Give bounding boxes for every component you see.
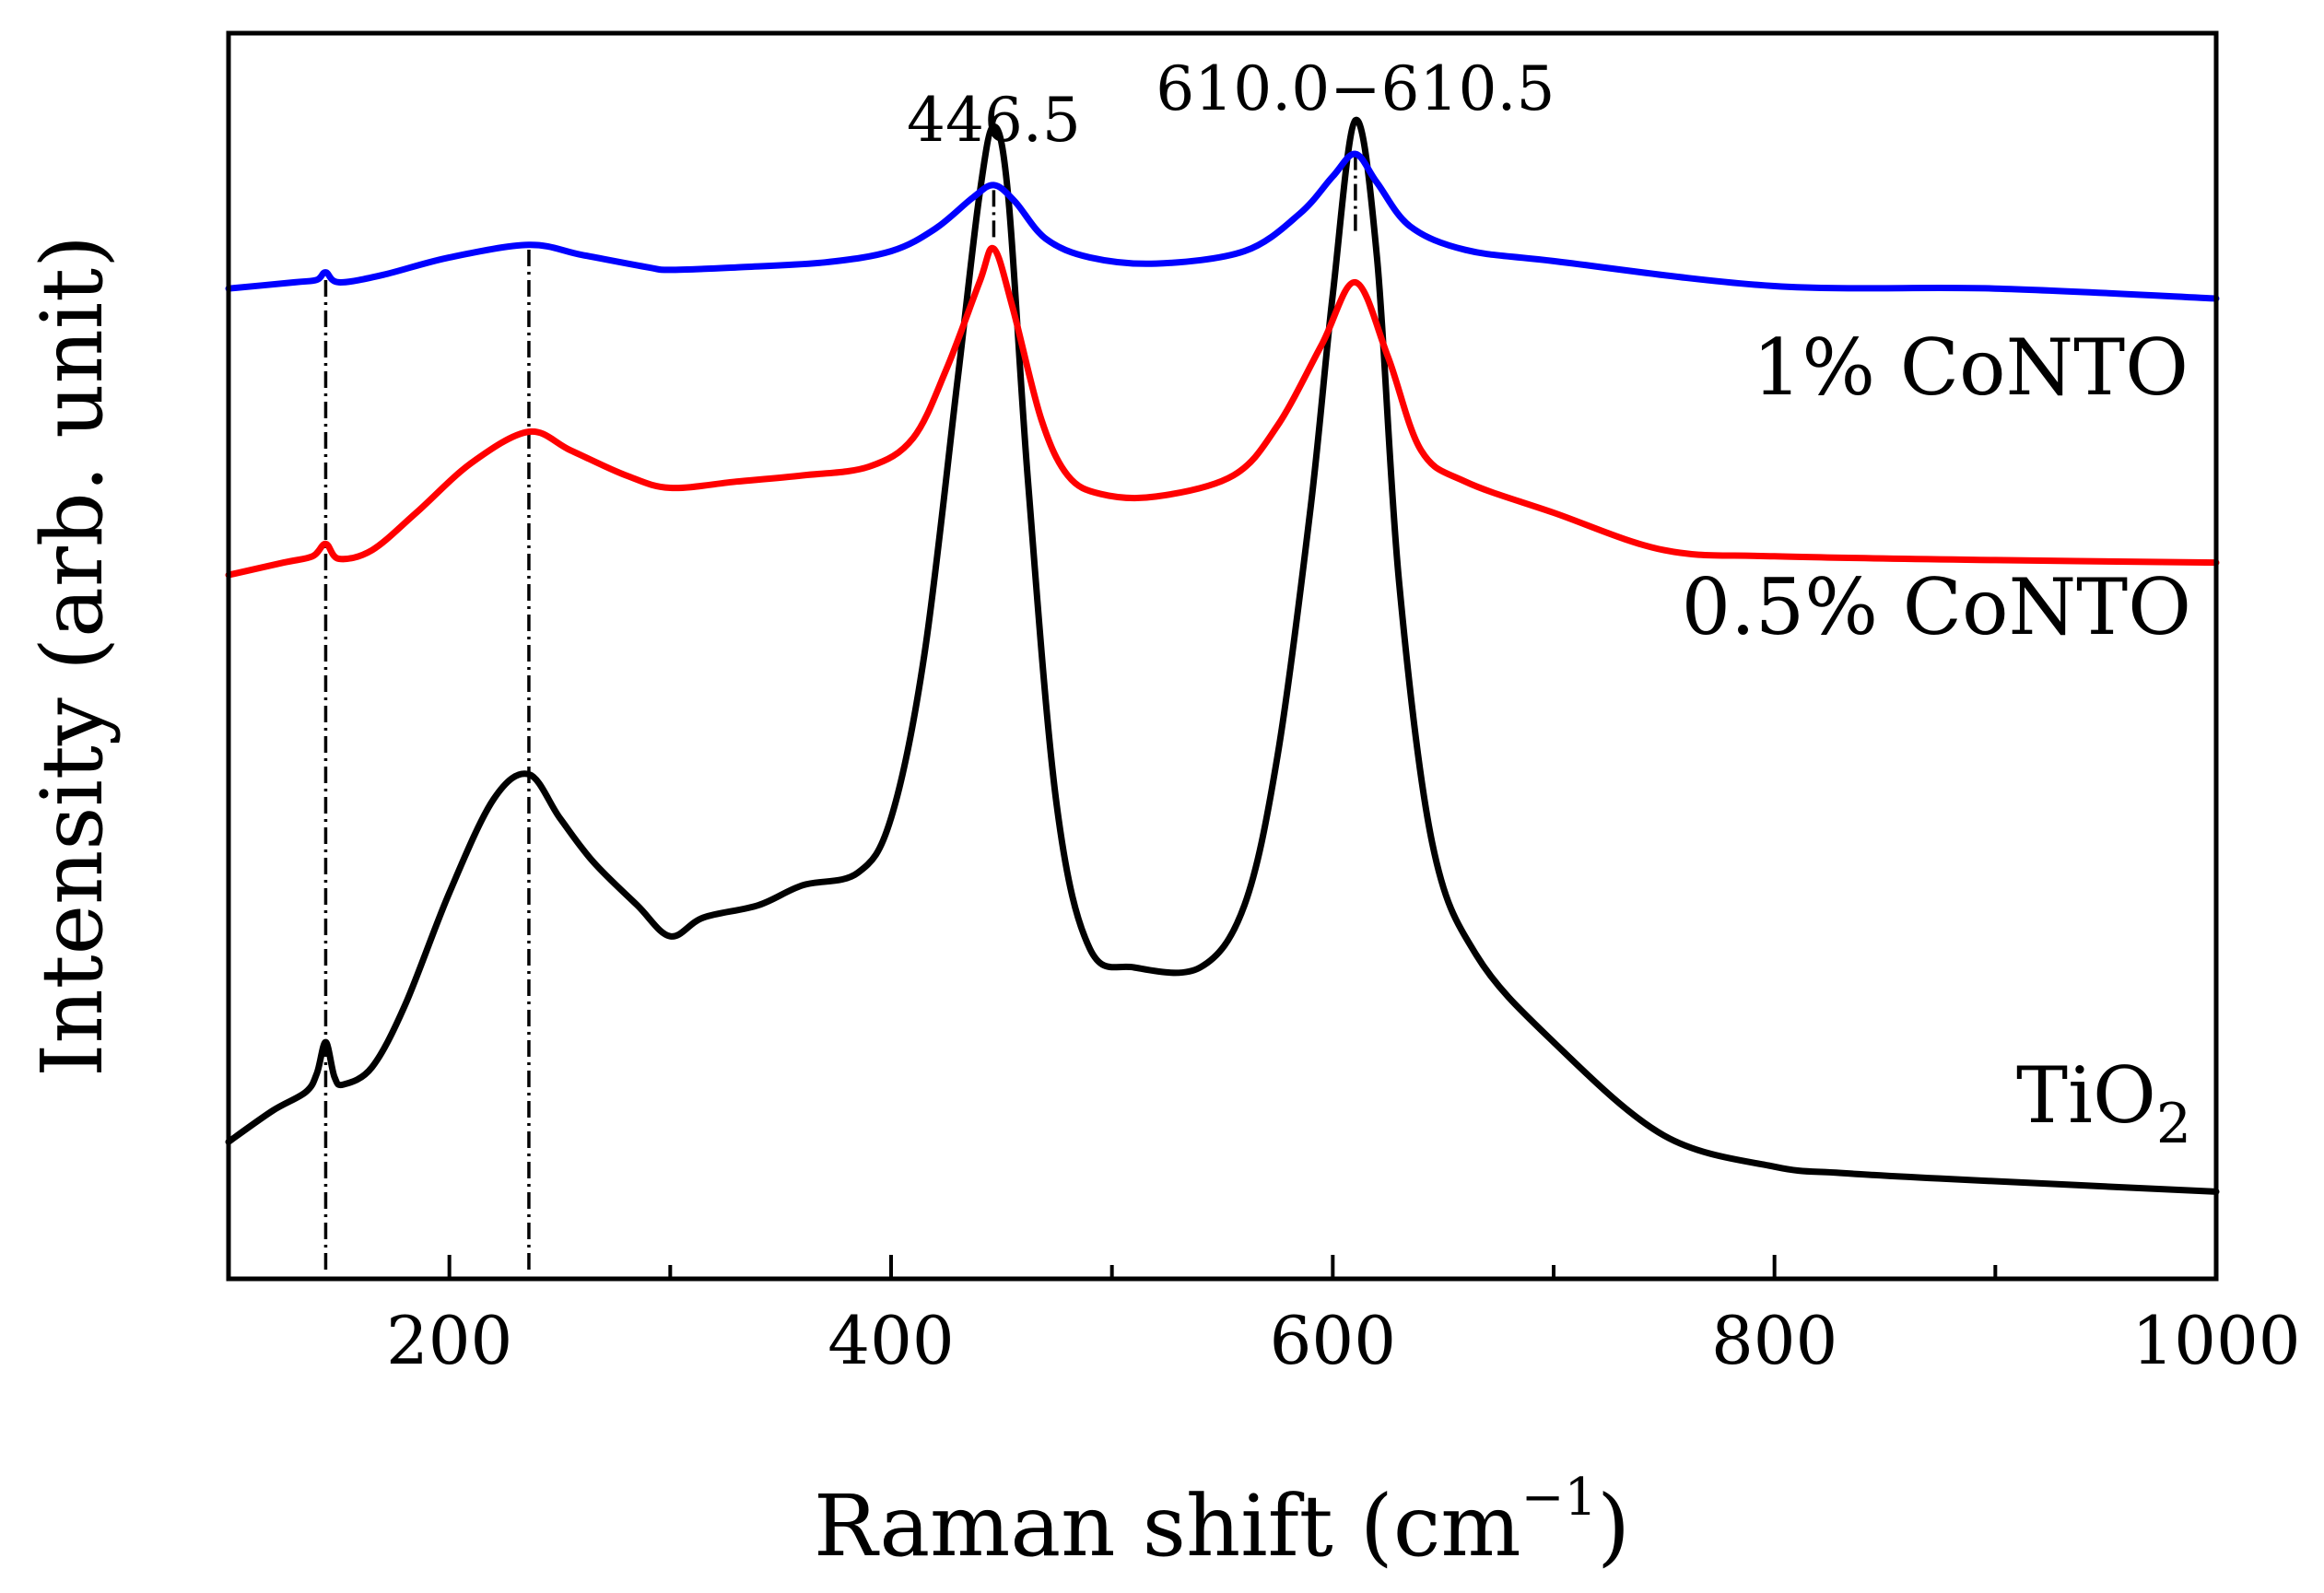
series-line-0-5pct-conto [225, 244, 2220, 579]
peak-annotation-446-5: 446.5 [907, 85, 1081, 156]
series-line-1pct-conto [225, 150, 2220, 302]
x-tick-label-600: 600 [1270, 1302, 1396, 1379]
series-label-0-5pct-conto: 0.5% CoNTO [1682, 562, 2191, 652]
y-axis-title: Intensity (arb. unit) [23, 235, 122, 1077]
series-label-tio2-main: TiO [2016, 1050, 2156, 1141]
series-label-tio2-subscript: 2 [2156, 1092, 2191, 1156]
series-line-tio2 [225, 116, 2220, 1195]
series-label-tio2: TiO2 [2016, 1050, 2191, 1156]
peak-annotation-610: 610.0−610.5 [1156, 53, 1555, 124]
plot-frame [226, 30, 2219, 1282]
x-axis-title-main: Raman shift (cm [814, 1477, 1521, 1575]
x-tick-label-800: 800 [1711, 1302, 1837, 1379]
series-label-1pct-conto: 1% CoNTO [1753, 322, 2189, 413]
x-axis-title-superscript: −1 [1521, 1468, 1598, 1528]
x-tick-label-1000: 1000 [2131, 1302, 2300, 1379]
x-tick-label-200: 200 [386, 1302, 512, 1379]
x-tick-label-400: 400 [827, 1302, 954, 1379]
x-axis-title: Raman shift (cm−1) [814, 1468, 1630, 1575]
x-axis-title-close: ) [1597, 1477, 1630, 1575]
